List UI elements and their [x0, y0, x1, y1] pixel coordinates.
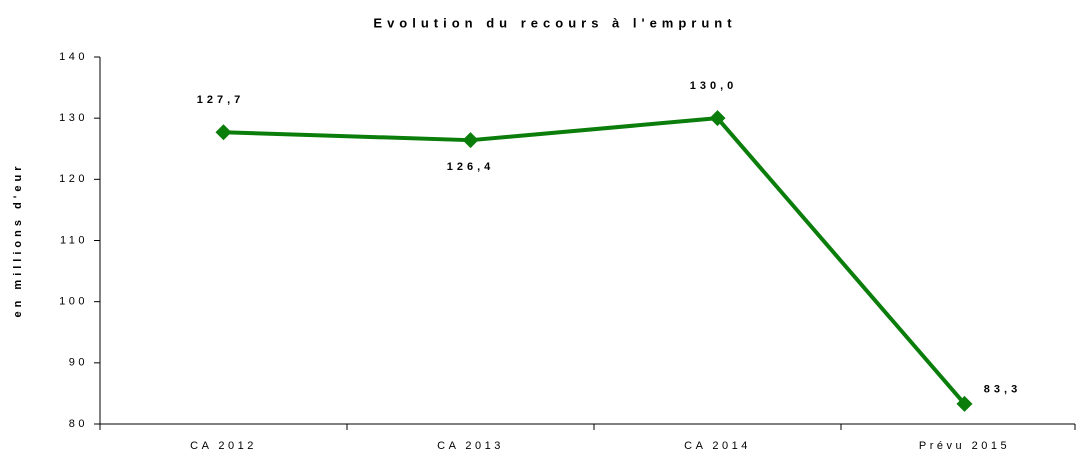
y-tick-label: 130	[59, 112, 88, 124]
y-tick-label: 110	[60, 234, 88, 246]
y-tick-label: 120	[59, 173, 88, 185]
marker	[709, 110, 726, 127]
data-label: 127,7	[197, 94, 245, 106]
data-label: 126,4	[447, 161, 495, 173]
marker	[956, 395, 973, 412]
marker	[462, 132, 479, 149]
data-label: 130,0	[690, 80, 738, 92]
chart-title: Evolution du recours à l'emprunt	[373, 15, 736, 30]
y-tick-label: 100	[59, 296, 88, 308]
x-tick-label: CA 2014	[684, 440, 751, 452]
y-tick-label: 80	[69, 418, 88, 430]
x-tick-label: CA 2013	[437, 440, 504, 452]
y-axis-label: en millions d'eur	[12, 163, 24, 318]
marker	[215, 124, 232, 141]
y-tick-label: 90	[69, 357, 88, 369]
line	[223, 116, 967, 406]
x-tick-label: CA 2012	[190, 440, 257, 452]
x-tick-label: Prévu 2015	[919, 440, 1010, 452]
y-tick-label: 140	[59, 51, 88, 63]
data-label: 83,3	[984, 384, 1021, 396]
